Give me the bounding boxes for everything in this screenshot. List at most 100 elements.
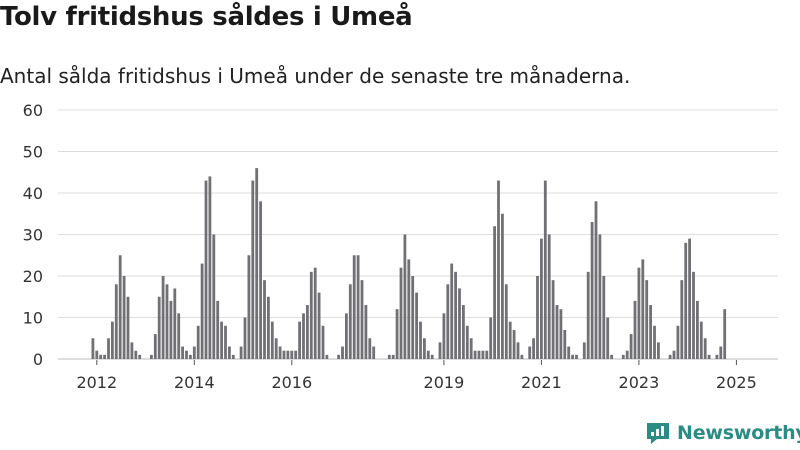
- bar: [130, 342, 134, 359]
- bar: [220, 321, 223, 359]
- bar: [192, 346, 196, 359]
- bar: [485, 350, 489, 359]
- y-tick-label: 30: [23, 226, 43, 245]
- bar: [692, 271, 695, 359]
- bar: [325, 354, 329, 359]
- bar: [189, 354, 192, 359]
- bar: [462, 305, 465, 359]
- bar: [454, 271, 457, 359]
- newsworthy-logo-icon: [647, 423, 669, 444]
- bar: [212, 234, 216, 359]
- bar: [282, 350, 286, 359]
- x-tick-label: 2025: [716, 373, 757, 392]
- brand-name: Newsworthy: [677, 422, 800, 444]
- bar: [477, 350, 481, 359]
- x-tick-label: 2021: [521, 373, 562, 392]
- bar: [138, 354, 142, 359]
- bar: [606, 317, 610, 359]
- chart-title: Tolv fritidshus såldes i Umeå: [0, 2, 413, 32]
- bar: [699, 321, 703, 359]
- bar: [559, 309, 563, 359]
- bar: [715, 354, 719, 359]
- bar: [653, 325, 656, 359]
- y-tick-label: 50: [23, 143, 43, 162]
- bar: [575, 354, 578, 359]
- bar: [508, 321, 512, 359]
- bar: [481, 350, 485, 359]
- bar: [680, 280, 684, 359]
- x-tick-label: 2016: [271, 373, 312, 392]
- bar: [625, 350, 629, 359]
- bar: [177, 313, 181, 359]
- bar: [274, 338, 278, 359]
- bar: [407, 259, 411, 359]
- bar: [465, 325, 469, 359]
- bar: [200, 263, 204, 359]
- bar: [286, 350, 290, 359]
- bar: [676, 325, 680, 359]
- bar: [364, 305, 368, 359]
- bar: [263, 280, 266, 359]
- bar: [228, 346, 231, 359]
- bar: [224, 325, 227, 359]
- bar: [649, 305, 652, 359]
- bar: [165, 284, 169, 359]
- bar: [173, 288, 177, 359]
- y-tick-label: 20: [23, 267, 43, 286]
- bar: [629, 334, 633, 359]
- bar: [345, 313, 348, 359]
- bar: [473, 350, 477, 359]
- bar: [602, 276, 606, 359]
- bar: [610, 354, 613, 359]
- bar: [637, 267, 641, 359]
- bar: [586, 271, 590, 359]
- bar: [231, 354, 235, 359]
- bar: [563, 329, 567, 359]
- bar: [309, 271, 313, 359]
- bar-chart: 0 10 20 30 40 50 60 12 2012 2014 2016 2019 2021 2023 2…: [23, 0, 778, 392]
- bar: [247, 255, 251, 359]
- bar: [446, 284, 450, 359]
- bar: [368, 338, 372, 359]
- bar: [497, 180, 500, 359]
- bar: [555, 305, 559, 359]
- bar: [395, 309, 399, 359]
- bar: [243, 317, 247, 359]
- bar: [547, 234, 551, 359]
- bar: [153, 334, 157, 359]
- y-tick-label: 0: [33, 350, 43, 369]
- bar: [501, 213, 504, 359]
- bar: [543, 180, 547, 359]
- bar: [411, 276, 415, 359]
- bar: [302, 313, 305, 359]
- x-tick-label: 2019: [424, 373, 465, 392]
- bar: [571, 354, 574, 359]
- bar: [703, 338, 707, 359]
- bar: [387, 354, 391, 359]
- y-tick-label: 40: [23, 184, 43, 203]
- x-tick-label: 2023: [619, 373, 660, 392]
- bar: [582, 342, 586, 359]
- bar: [356, 255, 360, 359]
- bar: [450, 263, 454, 359]
- bar: [360, 280, 364, 359]
- bar: [251, 180, 255, 359]
- bar: [641, 259, 645, 359]
- bar: [107, 338, 110, 359]
- bar: [259, 201, 262, 359]
- bar: [528, 346, 532, 359]
- bar: [270, 321, 274, 359]
- chart-subtitle: Antal sålda fritidshus i Umeå under de s…: [0, 64, 631, 88]
- bar: [594, 201, 598, 359]
- bar: [294, 350, 298, 359]
- bar: [208, 176, 212, 359]
- bar: [114, 284, 118, 359]
- bar: [118, 255, 122, 359]
- bar: [103, 354, 106, 359]
- bar: [126, 296, 130, 359]
- bar: [267, 296, 270, 359]
- bar: [95, 350, 99, 359]
- bar: [403, 234, 407, 359]
- bar: [688, 238, 691, 359]
- bar: [532, 338, 535, 359]
